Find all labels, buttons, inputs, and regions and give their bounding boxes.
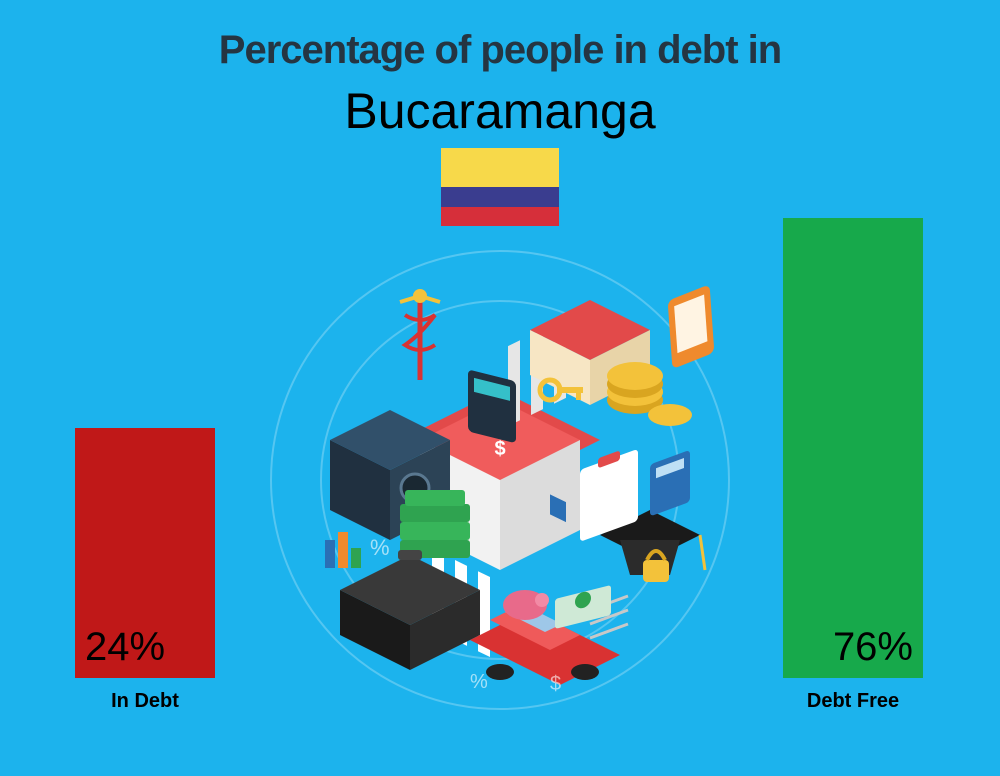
page-title: Percentage of people in debt in bbox=[0, 28, 1000, 73]
page-subtitle: Bucaramanga bbox=[0, 82, 1000, 140]
flag-icon bbox=[441, 148, 559, 226]
coins-icon bbox=[607, 362, 692, 426]
center-illustration: $ bbox=[250, 240, 750, 720]
svg-text:$: $ bbox=[494, 438, 505, 460]
infographic-canvas: Percentage of people in debt in Bucarama… bbox=[0, 0, 1000, 776]
bar-debt-free-value: 76% bbox=[783, 625, 923, 678]
percent-icon: % bbox=[470, 671, 488, 693]
bar-debt-free: 76% Debt Free bbox=[783, 218, 923, 678]
bar-debt-free-label: Debt Free bbox=[807, 690, 899, 713]
dollar-icon: $ bbox=[610, 462, 620, 482]
bar-chart-mini-icon bbox=[325, 532, 361, 568]
bar-in-debt-value: 24% bbox=[75, 625, 215, 678]
money-stack-icon bbox=[400, 490, 470, 558]
percent-icon: % bbox=[370, 535, 390, 560]
illustration-svg: $ bbox=[250, 240, 750, 720]
caduceus-icon bbox=[400, 289, 440, 380]
phone-icon bbox=[668, 284, 715, 369]
flag-stripe-bot bbox=[441, 207, 559, 227]
banknote-icon bbox=[555, 585, 611, 629]
flag-stripe-top bbox=[441, 148, 559, 187]
dollar-icon: $ bbox=[550, 673, 561, 695]
flag-stripe-mid bbox=[441, 187, 559, 207]
bar-in-debt: 24% In Debt bbox=[75, 428, 215, 678]
calculator-icon bbox=[468, 369, 516, 443]
calculator-small-icon bbox=[650, 450, 690, 517]
bar-in-debt-label: In Debt bbox=[111, 690, 179, 713]
